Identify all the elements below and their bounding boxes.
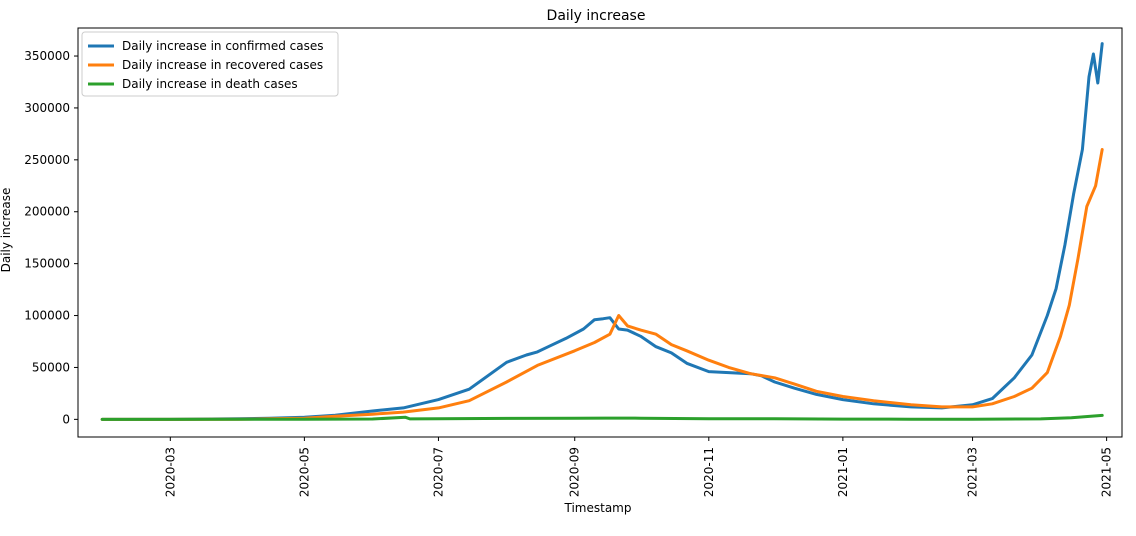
legend-box	[81, 31, 339, 97]
legend-label: Daily increase in death cases	[122, 77, 298, 91]
x-tick-label: 2020-07	[431, 447, 445, 497]
legend-label: Daily increase in confirmed cases	[122, 39, 324, 53]
x-tick-label: 2021-03	[966, 447, 980, 497]
series-lines	[100, 42, 1104, 421]
x-tick-label: 2020-09	[568, 447, 582, 497]
y-tick-label: 50000	[32, 360, 70, 374]
series-line-0	[100, 42, 1104, 421]
legend-label: Daily increase in recovered cases	[122, 58, 323, 72]
chart-title: Daily increase	[547, 8, 646, 24]
x-tick-label: 2020-11	[702, 447, 716, 497]
x-axis-title: Timestamp	[564, 501, 632, 515]
axes: 0 50000 100000 150000 200000 250000 300000 3500…	[24, 27, 1123, 497]
x-tick-label: 2020-03	[163, 447, 177, 497]
x-tick-label: 2021-01	[836, 447, 850, 497]
x-tick-label: 2021-05	[1100, 447, 1114, 497]
y-tick-label: 300000	[24, 101, 70, 115]
legend: Daily increase in confirmed cases Daily i…	[81, 31, 339, 97]
y-tick-label: 250000	[24, 153, 70, 167]
y-tick-label: 350000	[24, 49, 70, 63]
plot-frame	[77, 27, 1123, 438]
x-tick-label: 2020-05	[297, 447, 311, 497]
series-line-1	[100, 148, 1104, 421]
series-line-2	[100, 413, 1104, 421]
y-tick-label: 200000	[24, 205, 70, 219]
y-tick-label: 0	[62, 412, 70, 426]
y-tick-label: 150000	[24, 257, 70, 271]
y-axis-title: Daily increase	[0, 188, 13, 273]
y-tick-label: 100000	[24, 309, 70, 323]
